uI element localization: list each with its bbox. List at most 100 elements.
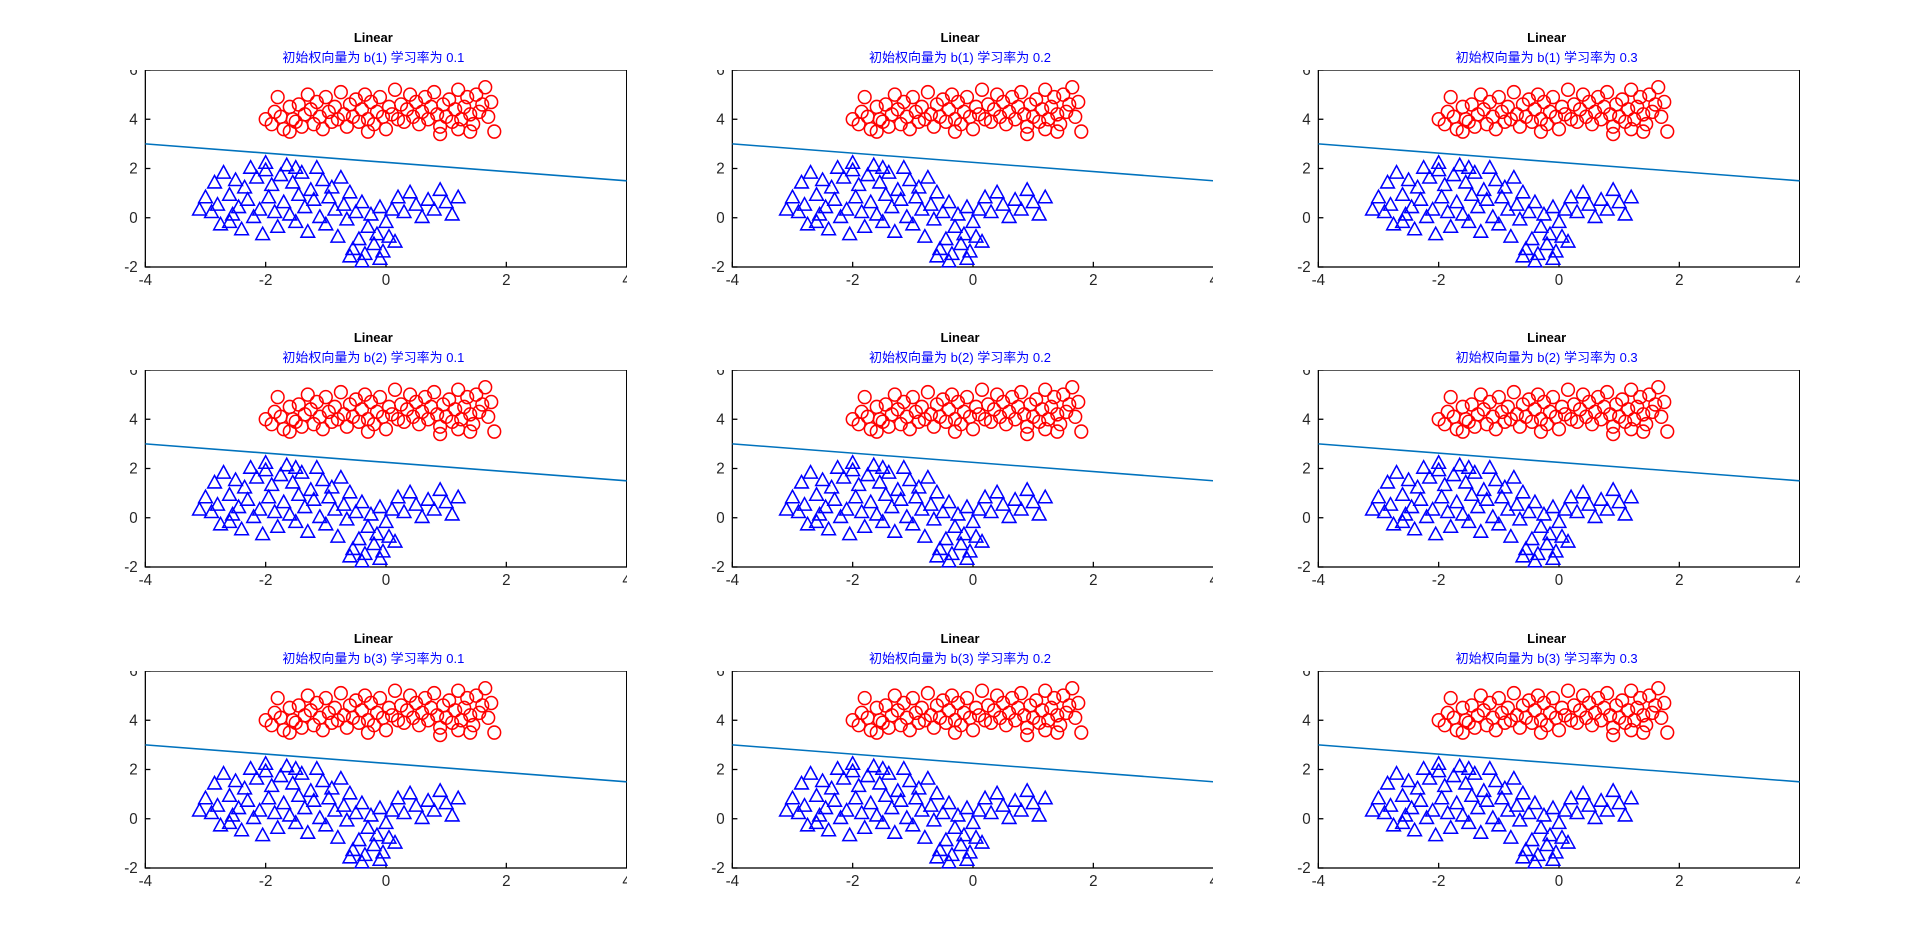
svg-text:4: 4 bbox=[1209, 572, 1213, 589]
svg-text:2: 2 bbox=[1675, 272, 1683, 289]
svg-text:4: 4 bbox=[1209, 873, 1213, 890]
chart-subtitle: 初始权向量为 b(1) 学习率为 0.2 bbox=[869, 47, 1051, 66]
chart-title: Linear bbox=[940, 30, 979, 45]
svg-text:-2: -2 bbox=[711, 860, 725, 877]
svg-text:2: 2 bbox=[1089, 572, 1097, 589]
svg-text:-2: -2 bbox=[846, 873, 860, 890]
svg-text:0: 0 bbox=[382, 873, 390, 890]
svg-text:6: 6 bbox=[1303, 671, 1311, 680]
subplot-0-1: Linear初始权向量为 b(1) 学习率为 0.2-4-2024-20246 bbox=[707, 30, 1214, 290]
svg-text:4: 4 bbox=[622, 572, 626, 589]
svg-text:4: 4 bbox=[1303, 712, 1312, 729]
chart-title: Linear bbox=[1527, 631, 1566, 646]
chart-subtitle: 初始权向量为 b(3) 学习率为 0.1 bbox=[282, 648, 464, 667]
chart-subtitle: 初始权向量为 b(1) 学习率为 0.3 bbox=[1456, 47, 1638, 66]
scatter-plot: -4-2024-20246 bbox=[120, 70, 627, 290]
svg-text:-2: -2 bbox=[259, 572, 273, 589]
svg-text:4: 4 bbox=[716, 111, 725, 128]
svg-text:6: 6 bbox=[1303, 370, 1311, 379]
svg-text:-2: -2 bbox=[124, 559, 138, 576]
svg-text:-2: -2 bbox=[1298, 559, 1312, 576]
svg-text:6: 6 bbox=[129, 370, 137, 379]
svg-text:6: 6 bbox=[716, 70, 724, 79]
svg-text:2: 2 bbox=[716, 761, 724, 778]
svg-text:-2: -2 bbox=[711, 259, 725, 276]
svg-text:0: 0 bbox=[382, 572, 390, 589]
svg-text:4: 4 bbox=[1796, 873, 1800, 890]
svg-text:6: 6 bbox=[716, 370, 724, 379]
svg-text:-2: -2 bbox=[124, 259, 138, 276]
svg-text:6: 6 bbox=[129, 70, 137, 79]
svg-text:-2: -2 bbox=[259, 873, 273, 890]
svg-text:0: 0 bbox=[716, 510, 724, 527]
svg-text:6: 6 bbox=[129, 671, 137, 680]
subplot-2-0: Linear初始权向量为 b(3) 学习率为 0.1-4-2024-20246 bbox=[120, 631, 627, 891]
svg-text:2: 2 bbox=[716, 461, 724, 478]
chart-title: Linear bbox=[940, 330, 979, 345]
chart-title: Linear bbox=[1527, 30, 1566, 45]
svg-text:0: 0 bbox=[382, 272, 390, 289]
svg-text:-2: -2 bbox=[1432, 873, 1446, 890]
subplot-1-2: Linear初始权向量为 b(2) 学习率为 0.3-4-2024-20246 bbox=[1293, 330, 1800, 590]
scatter-plot: -4-2024-20246 bbox=[120, 671, 627, 891]
chart-subtitle: 初始权向量为 b(2) 学习率为 0.2 bbox=[869, 347, 1051, 366]
svg-text:-4: -4 bbox=[1312, 873, 1326, 890]
svg-text:4: 4 bbox=[622, 873, 626, 890]
scatter-plot: -4-2024-20246 bbox=[707, 370, 1214, 590]
svg-text:-2: -2 bbox=[124, 860, 138, 877]
scatter-plot: -4-2024-20246 bbox=[707, 671, 1214, 891]
svg-text:4: 4 bbox=[129, 712, 138, 729]
svg-text:4: 4 bbox=[129, 111, 138, 128]
subplot-0-2: Linear初始权向量为 b(1) 学习率为 0.3-4-2024-20246 bbox=[1293, 30, 1800, 290]
svg-text:-2: -2 bbox=[259, 272, 273, 289]
chart-subtitle: 初始权向量为 b(3) 学习率为 0.2 bbox=[869, 648, 1051, 667]
svg-text:2: 2 bbox=[502, 873, 510, 890]
svg-text:2: 2 bbox=[1089, 873, 1097, 890]
svg-text:-2: -2 bbox=[1298, 860, 1312, 877]
svg-text:0: 0 bbox=[129, 810, 137, 827]
svg-text:4: 4 bbox=[716, 412, 725, 429]
svg-text:0: 0 bbox=[1303, 810, 1311, 827]
svg-text:6: 6 bbox=[1303, 70, 1311, 79]
subplot-2-1: Linear初始权向量为 b(3) 学习率为 0.2-4-2024-20246 bbox=[707, 631, 1214, 891]
svg-text:4: 4 bbox=[1209, 272, 1213, 289]
chart-subtitle: 初始权向量为 b(2) 学习率为 0.3 bbox=[1456, 347, 1638, 366]
subplot-1-0: Linear初始权向量为 b(2) 学习率为 0.1-4-2024-20246 bbox=[120, 330, 627, 590]
svg-text:2: 2 bbox=[129, 461, 137, 478]
svg-text:2: 2 bbox=[1303, 761, 1311, 778]
svg-text:0: 0 bbox=[1303, 510, 1311, 527]
chart-subtitle: 初始权向量为 b(3) 学习率为 0.3 bbox=[1456, 648, 1638, 667]
scatter-plot: -4-2024-20246 bbox=[1293, 370, 1800, 590]
svg-text:0: 0 bbox=[716, 210, 724, 227]
chart-title: Linear bbox=[354, 30, 393, 45]
chart-title: Linear bbox=[940, 631, 979, 646]
svg-text:-2: -2 bbox=[846, 272, 860, 289]
svg-text:-4: -4 bbox=[725, 272, 739, 289]
scatter-plot: -4-2024-20246 bbox=[707, 70, 1214, 290]
svg-text:2: 2 bbox=[1675, 572, 1683, 589]
svg-text:-2: -2 bbox=[1432, 272, 1446, 289]
svg-text:4: 4 bbox=[716, 712, 725, 729]
chart-title: Linear bbox=[354, 631, 393, 646]
svg-text:4: 4 bbox=[1303, 412, 1312, 429]
svg-text:-4: -4 bbox=[139, 873, 153, 890]
scatter-plot: -4-2024-20246 bbox=[120, 370, 627, 590]
chart-subtitle: 初始权向量为 b(2) 学习率为 0.1 bbox=[282, 347, 464, 366]
svg-text:4: 4 bbox=[622, 272, 626, 289]
svg-text:4: 4 bbox=[1796, 272, 1800, 289]
svg-text:0: 0 bbox=[968, 572, 976, 589]
svg-text:-2: -2 bbox=[846, 572, 860, 589]
svg-text:0: 0 bbox=[968, 272, 976, 289]
svg-text:4: 4 bbox=[129, 412, 138, 429]
svg-text:2: 2 bbox=[129, 761, 137, 778]
subplot-0-0: Linear初始权向量为 b(1) 学习率为 0.1-4-2024-20246 bbox=[120, 30, 627, 290]
svg-text:0: 0 bbox=[1555, 873, 1563, 890]
svg-text:0: 0 bbox=[716, 810, 724, 827]
svg-text:-4: -4 bbox=[139, 272, 153, 289]
svg-text:0: 0 bbox=[129, 210, 137, 227]
svg-text:0: 0 bbox=[1555, 572, 1563, 589]
chart-subtitle: 初始权向量为 b(1) 学习率为 0.1 bbox=[282, 47, 464, 66]
svg-text:2: 2 bbox=[1089, 272, 1097, 289]
svg-text:0: 0 bbox=[129, 510, 137, 527]
svg-text:-2: -2 bbox=[1432, 572, 1446, 589]
